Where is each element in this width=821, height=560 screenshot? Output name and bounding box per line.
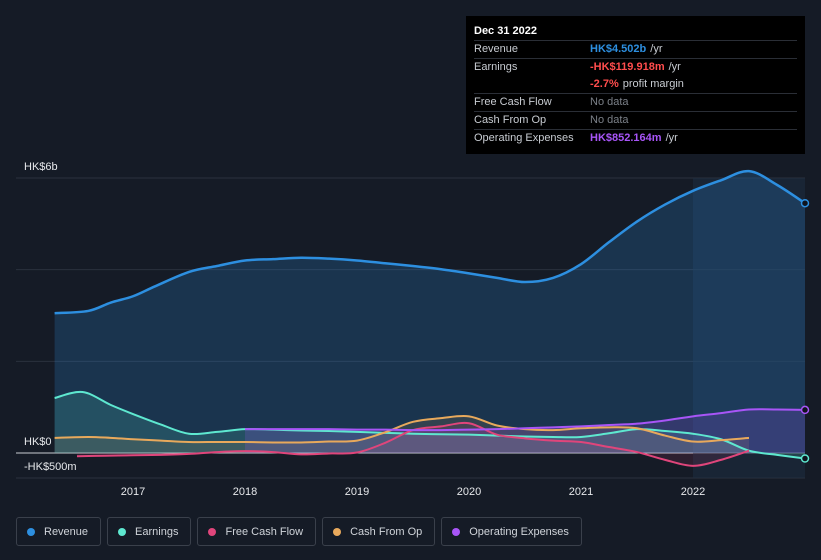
- line-revenue: [54, 169, 806, 315]
- tooltip-row-value: -2.7%: [590, 78, 619, 90]
- y-tick-label: HK$0: [24, 436, 52, 448]
- tooltip-date: Dec 31 2022: [474, 25, 537, 37]
- series-end-markers: [800, 198, 810, 463]
- tooltip-row-suffix: profit margin: [622, 78, 684, 90]
- area-revenue: [54, 171, 806, 453]
- tooltip-row-value: No data: [590, 114, 629, 126]
- tooltip-row-value: No data: [590, 96, 629, 108]
- x-tick-label: 2019: [345, 486, 369, 498]
- series-areas: [54, 171, 806, 466]
- line-operating-expenses: [245, 408, 806, 432]
- y-axis-labels: HK$6b HK$0 -HK$500m: [24, 161, 77, 473]
- line-earnings: [54, 390, 806, 460]
- data-tooltip: Dec 31 2022 Revenue HK$4.502b/yr Earnings -…: [466, 16, 805, 154]
- legend-label: Revenue: [44, 525, 89, 538]
- marker-earnings: [800, 454, 810, 463]
- legend-item-cash-from-op[interactable]: Cash From Op: [322, 517, 436, 546]
- forecast-region: [693, 178, 805, 478]
- chart-legend: Revenue Earnings Free Cash Flow Cash From O…: [16, 517, 582, 546]
- tooltip-row: Operating Expenses HK$852.164m/yr: [474, 129, 797, 147]
- tooltip-row-suffix: /yr: [650, 43, 663, 55]
- tooltip-row-label: Cash From Op: [474, 114, 547, 126]
- legend-item-operating-expenses[interactable]: Operating Expenses: [441, 517, 582, 546]
- tooltip-row: Cash From Op No data: [474, 111, 797, 129]
- y-tick-label: HK$6b: [24, 161, 58, 173]
- legend-label: Free Cash Flow: [225, 525, 304, 538]
- tooltip-row: Free Cash Flow No data: [474, 93, 797, 111]
- legend-item-revenue[interactable]: Revenue: [16, 517, 102, 546]
- tooltip-rows: Revenue HK$4.502b/yr Earnings -HK$119.918m /…: [474, 40, 797, 147]
- tooltip-row: -2.7% profit margin: [474, 76, 797, 93]
- x-tick-label: 2020: [457, 486, 481, 498]
- x-axis-labels: 2017 2018 2019 2020 2021 2022: [121, 486, 705, 498]
- legend-dot-icon: [118, 527, 127, 536]
- tooltip-row-label: [474, 76, 590, 93]
- legend-label: Cash From Op: [350, 525, 423, 538]
- tooltip-row-label: Earnings: [474, 61, 518, 73]
- series-lines: [54, 169, 806, 467]
- legend-label: Operating Expenses: [469, 525, 569, 538]
- tooltip-row-value: -HK$119.918m: [590, 61, 665, 73]
- legend-label: Earnings: [135, 525, 179, 538]
- tooltip-row: Revenue HK$4.502b/yr: [474, 40, 797, 58]
- tooltip-row-label: Revenue: [474, 43, 519, 55]
- tooltip-row-label: Free Cash Flow: [474, 96, 552, 108]
- marker-revenue: [800, 198, 810, 208]
- area-free-cash-flow: [77, 422, 749, 466]
- tooltip-row-suffix: /yr: [665, 132, 678, 144]
- legend-dot-icon: [208, 527, 217, 536]
- tooltip-row-value: HK$4.502b: [590, 43, 647, 55]
- marker-operating-expenses: [800, 405, 810, 415]
- tooltip-row-label: Operating Expenses: [474, 132, 574, 144]
- x-tick-label: 2021: [569, 486, 593, 498]
- legend-dot-icon: [452, 527, 461, 536]
- x-tick-label: 2018: [233, 486, 257, 498]
- line-cash-from-op: [54, 414, 750, 444]
- x-tick-label: 2017: [121, 486, 145, 498]
- tooltip-row-suffix: /yr: [668, 61, 681, 73]
- legend-dot-icon: [333, 527, 342, 536]
- tooltip-row-value: HK$852.164m: [590, 132, 662, 144]
- chart-grid: [16, 177, 805, 479]
- tooltip-row: Earnings -HK$119.918m/yr: [474, 58, 797, 76]
- legend-item-earnings[interactable]: Earnings: [107, 517, 192, 546]
- legend-item-free-cash-flow[interactable]: Free Cash Flow: [197, 517, 317, 546]
- y-tick-label: -HK$500m: [24, 461, 77, 473]
- legend-dot-icon: [27, 527, 35, 536]
- x-tick-label: 2022: [681, 486, 705, 498]
